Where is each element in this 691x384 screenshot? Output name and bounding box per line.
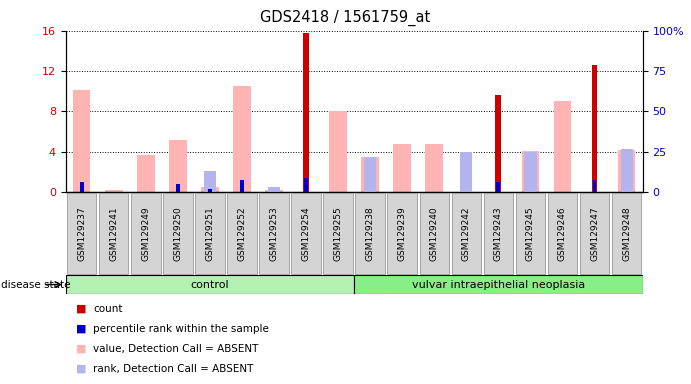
Bar	[176, 184, 180, 192]
FancyBboxPatch shape	[227, 193, 256, 274]
FancyBboxPatch shape	[259, 193, 289, 274]
Text: GSM129242: GSM129242	[462, 206, 471, 260]
FancyBboxPatch shape	[99, 193, 129, 274]
FancyBboxPatch shape	[452, 193, 481, 274]
FancyBboxPatch shape	[612, 193, 641, 274]
Text: value, Detection Call = ABSENT: value, Detection Call = ABSENT	[93, 344, 258, 354]
FancyBboxPatch shape	[419, 193, 449, 274]
Bar	[169, 140, 187, 192]
Text: GSM129241: GSM129241	[109, 206, 118, 261]
FancyBboxPatch shape	[388, 193, 417, 274]
FancyBboxPatch shape	[67, 193, 97, 274]
FancyBboxPatch shape	[355, 193, 385, 274]
FancyBboxPatch shape	[131, 193, 160, 274]
Text: ■: ■	[76, 324, 86, 334]
Text: GSM129255: GSM129255	[334, 206, 343, 261]
Bar	[593, 180, 596, 192]
Text: GSM129238: GSM129238	[366, 206, 375, 261]
Text: GSM129243: GSM129243	[494, 206, 503, 261]
FancyBboxPatch shape	[354, 275, 643, 294]
Bar	[393, 144, 411, 192]
Bar	[330, 111, 347, 192]
Text: GSM129250: GSM129250	[173, 206, 182, 261]
Text: GSM129247: GSM129247	[590, 206, 599, 261]
Bar	[495, 95, 501, 192]
Bar	[137, 155, 155, 192]
Text: control: control	[191, 280, 229, 290]
FancyBboxPatch shape	[195, 193, 225, 274]
Text: ■: ■	[76, 304, 86, 314]
Bar	[621, 149, 633, 192]
Text: ■: ■	[76, 364, 86, 374]
Bar	[426, 144, 443, 192]
FancyBboxPatch shape	[163, 193, 193, 274]
FancyBboxPatch shape	[580, 193, 609, 274]
Bar	[460, 152, 473, 192]
Bar	[265, 190, 283, 192]
Bar	[361, 157, 379, 192]
Bar	[303, 33, 309, 192]
Bar	[364, 157, 377, 192]
Text: count: count	[93, 304, 123, 314]
Bar	[591, 65, 598, 192]
Bar	[73, 90, 91, 192]
FancyBboxPatch shape	[323, 193, 353, 274]
Text: GSM129240: GSM129240	[430, 206, 439, 261]
Bar	[304, 178, 308, 192]
Text: rank, Detection Call = ABSENT: rank, Detection Call = ABSENT	[93, 364, 254, 374]
Text: GSM129251: GSM129251	[205, 206, 214, 261]
Text: GDS2418 / 1561759_at: GDS2418 / 1561759_at	[261, 10, 430, 26]
Bar	[208, 189, 212, 192]
Bar	[201, 187, 219, 192]
Bar	[553, 101, 571, 192]
Text: GSM129245: GSM129245	[526, 206, 535, 261]
Bar	[233, 86, 251, 192]
Text: GSM129253: GSM129253	[269, 206, 278, 261]
Bar	[618, 150, 636, 192]
Text: GSM129249: GSM129249	[141, 206, 150, 261]
Text: GSM129252: GSM129252	[238, 206, 247, 261]
Bar	[204, 171, 216, 192]
Bar	[240, 180, 244, 192]
Text: GSM129254: GSM129254	[301, 206, 310, 261]
Bar	[522, 151, 539, 192]
Bar	[524, 152, 536, 192]
Text: GSM129248: GSM129248	[622, 206, 631, 261]
FancyBboxPatch shape	[484, 193, 513, 274]
FancyBboxPatch shape	[515, 193, 545, 274]
FancyBboxPatch shape	[292, 193, 321, 274]
Text: GSM129246: GSM129246	[558, 206, 567, 261]
Text: GSM129239: GSM129239	[398, 206, 407, 261]
Text: GSM129237: GSM129237	[77, 206, 86, 261]
Bar	[79, 182, 84, 192]
FancyBboxPatch shape	[548, 193, 577, 274]
Text: ■: ■	[76, 344, 86, 354]
Bar	[496, 182, 500, 192]
FancyBboxPatch shape	[66, 275, 354, 294]
Text: vulvar intraepithelial neoplasia: vulvar intraepithelial neoplasia	[412, 280, 585, 290]
Bar	[105, 190, 122, 192]
Text: disease state: disease state	[1, 280, 70, 290]
Text: percentile rank within the sample: percentile rank within the sample	[93, 324, 269, 334]
Bar	[268, 187, 280, 192]
